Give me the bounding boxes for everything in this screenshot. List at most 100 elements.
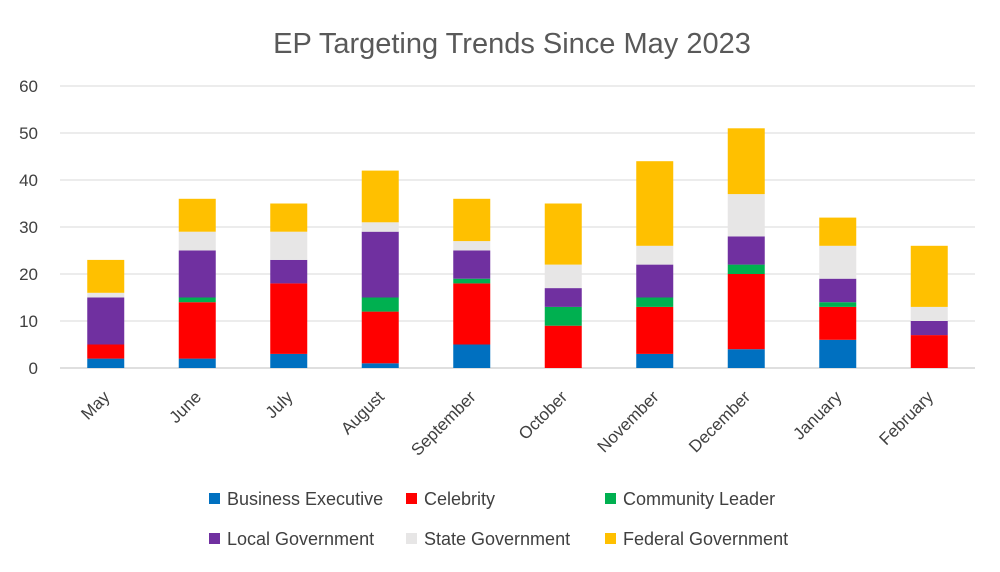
- bar-segment-local-government: [819, 278, 857, 303]
- bar-segment-business-executive: [636, 353, 674, 368]
- legend-item: Business Executive: [209, 489, 383, 509]
- legend-swatch: [209, 533, 220, 544]
- bar-segment-community-leader: [361, 297, 399, 312]
- bar-segment-community-leader: [636, 297, 674, 307]
- bar-segment-state-government: [178, 231, 216, 251]
- bar-segment-state-government: [361, 222, 399, 232]
- bar-segment-celebrity: [544, 325, 582, 368]
- bar-segment-business-executive: [178, 358, 216, 368]
- x-tick-label: September: [407, 387, 479, 459]
- legend-swatch: [406, 533, 417, 544]
- legend-label: Federal Government: [623, 529, 788, 549]
- bar-segment-federal-government: [178, 198, 216, 232]
- y-tick-label: 0: [29, 359, 38, 378]
- bar-segment-business-executive: [87, 358, 125, 368]
- bar-segment-business-executive: [453, 344, 491, 368]
- y-tick-label: 50: [19, 124, 38, 143]
- bar-segment-local-government: [178, 250, 216, 298]
- bar-stack: [636, 161, 674, 368]
- legend-item: Federal Government: [605, 529, 788, 549]
- legend-item: State Government: [406, 529, 570, 549]
- y-tick-label: 20: [19, 265, 38, 284]
- bar-segment-local-government: [727, 236, 765, 265]
- bar-stack: [453, 198, 491, 368]
- x-tick-label: August: [337, 387, 388, 438]
- bar-segment-state-government: [453, 241, 491, 251]
- legend: Business Executive Celebrity Community Lea…: [209, 489, 788, 549]
- legend-item: Local Government: [209, 529, 374, 549]
- bar-stack: [270, 203, 308, 368]
- x-tick-label: February: [876, 387, 938, 449]
- legend-label: Community Leader: [623, 489, 775, 509]
- bar-segment-state-government: [819, 245, 857, 279]
- x-tick-label: November: [594, 387, 663, 456]
- bar-segment-state-government: [727, 194, 765, 237]
- bar-segment-federal-government: [910, 245, 948, 307]
- bar-segment-celebrity: [819, 306, 857, 340]
- legend-swatch: [605, 493, 616, 504]
- bar-segment-celebrity: [910, 335, 948, 368]
- bar-segment-local-government: [544, 288, 582, 307]
- bar-segment-community-leader: [453, 278, 491, 284]
- bar-segment-local-government: [87, 297, 125, 345]
- legend-item: Community Leader: [605, 489, 775, 509]
- legend-swatch: [605, 533, 616, 544]
- x-tick-label: October: [515, 387, 571, 443]
- bar-segment-federal-government: [819, 217, 857, 246]
- bar-segment-local-government: [910, 321, 948, 336]
- bar-segment-business-executive: [727, 349, 765, 368]
- bar-segment-federal-government: [270, 203, 308, 232]
- bar-segment-state-government: [270, 231, 308, 260]
- bar-segment-celebrity: [727, 274, 765, 350]
- x-tick-label: June: [166, 387, 206, 427]
- bar-stack: [361, 170, 399, 368]
- bar-segment-community-leader: [727, 264, 765, 274]
- bar-segment-local-government: [453, 250, 491, 279]
- bar-stack: [727, 128, 765, 368]
- bar-segment-local-government: [361, 231, 399, 298]
- legend-swatch: [406, 493, 417, 504]
- y-tick-label: 40: [19, 171, 38, 190]
- bar-segment-state-government: [544, 264, 582, 289]
- bar-segment-federal-government: [636, 161, 674, 246]
- bar-segment-federal-government: [453, 198, 491, 242]
- bar-stack: [544, 203, 582, 368]
- bar-segment-federal-government: [727, 128, 765, 195]
- bar-segment-state-government: [636, 245, 674, 265]
- y-tick-label: 30: [19, 218, 38, 237]
- legend-label: Business Executive: [227, 489, 383, 509]
- bar-segment-celebrity: [270, 283, 308, 354]
- bar-segment-celebrity: [87, 344, 125, 359]
- bar-segment-celebrity: [636, 306, 674, 354]
- x-tick-label: May: [77, 387, 113, 423]
- legend-label: Local Government: [227, 529, 374, 549]
- y-tick-label: 60: [19, 77, 38, 96]
- bar-segment-federal-government: [361, 170, 399, 223]
- y-tick-label: 10: [19, 312, 38, 331]
- bar-segment-business-executive: [270, 353, 308, 368]
- x-tick-label: December: [685, 387, 754, 456]
- bar-segment-celebrity: [361, 311, 399, 364]
- bar-segment-community-leader: [819, 302, 857, 307]
- legend-item: Celebrity: [406, 489, 495, 509]
- y-axis-ticks: 0 10 20 30 40 50 60: [19, 77, 38, 378]
- legend-swatch: [209, 493, 220, 504]
- bar-segment-local-government: [270, 259, 308, 284]
- bar-segment-community-leader: [178, 297, 216, 303]
- bar-segment-business-executive: [361, 363, 399, 368]
- x-tick-label: January: [789, 387, 846, 444]
- x-tick-label: July: [262, 387, 297, 422]
- bar-stack: [178, 198, 216, 368]
- bar-segment-local-government: [636, 264, 674, 298]
- bar-segment-business-executive: [819, 339, 857, 368]
- bar-stack: [910, 245, 948, 368]
- bar-segment-state-government: [910, 306, 948, 321]
- bar-segment-federal-government: [544, 203, 582, 265]
- legend-label: Celebrity: [424, 489, 495, 509]
- bar-stack: [87, 259, 125, 368]
- bar-stack: [819, 217, 857, 368]
- bar-segment-federal-government: [87, 259, 125, 293]
- bars: [87, 128, 948, 368]
